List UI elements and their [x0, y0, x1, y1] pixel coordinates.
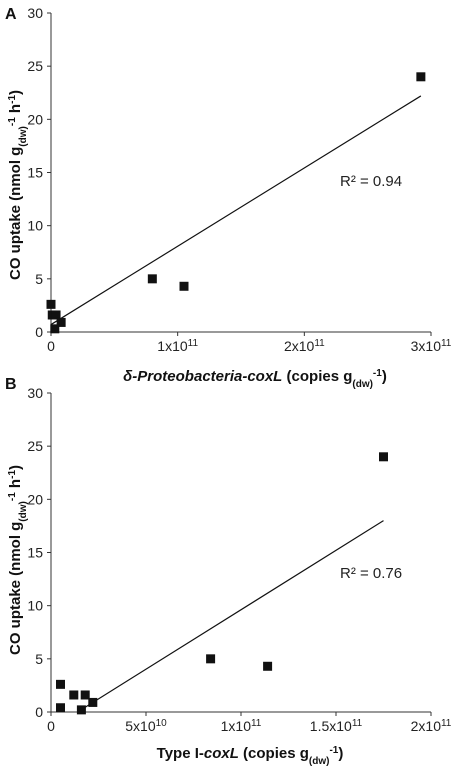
y-tick-label-b: 0: [35, 704, 43, 720]
data-point-b: [263, 661, 273, 671]
data-point-b: [206, 654, 216, 664]
r-squared-label-b: R² = 0.76: [340, 565, 402, 582]
data-point-b: [80, 690, 90, 700]
y-tick-label-b: 5: [35, 651, 43, 667]
trendline-b: [77, 520, 384, 713]
panel-letter-b: B: [5, 376, 17, 393]
data-point-a: [51, 310, 61, 320]
y-tick-label-a: 15: [27, 165, 43, 181]
y-tick-label-a: 30: [27, 5, 43, 21]
x-tick-label-b: 0: [47, 718, 55, 734]
data-point-b: [88, 697, 98, 707]
data-point-b: [69, 690, 79, 700]
data-point-a: [56, 317, 66, 327]
y-tick-label-b: 30: [27, 385, 43, 401]
y-tick-label-a: 0: [35, 324, 43, 340]
y-tick-label-b: 10: [27, 598, 43, 614]
data-point-a: [50, 324, 60, 334]
y-tick-label-a: 10: [27, 218, 43, 234]
x-tick-label-a: 2x1011: [284, 338, 325, 355]
data-point-a: [147, 274, 157, 284]
x-tick-label-a: 3x1011: [411, 338, 452, 355]
data-point-b: [76, 705, 86, 715]
y-tick-label-b: 15: [27, 545, 43, 561]
trendline-a: [50, 95, 422, 326]
y-axis-title-a: CO uptake (nmol g(dw)-1 h-1): [7, 90, 29, 280]
x-axis-title-b: Type I-coxL (copies g(dw)-1): [157, 745, 344, 767]
data-point-b: [379, 452, 388, 462]
panel-a: A CO uptake (nmol g(dw)-1 h-1) δ-Proteob…: [5, 5, 452, 390]
data-point-a: [179, 281, 189, 291]
data-point-a: [416, 72, 426, 82]
data-point-a: [46, 299, 56, 309]
y-tick-label-b: 25: [27, 438, 43, 454]
x-tick-label-b: 1.5x1011: [310, 718, 363, 735]
y-tick-label-b: 20: [27, 491, 43, 507]
x-tick-label-b: 1x1011: [221, 718, 262, 735]
x-tick-label-b: 5x1010: [125, 718, 167, 735]
panel-b: B CO uptake (nmol g(dw)-1 h-1) Type I-co…: [5, 376, 452, 767]
r-squared-label-a: R² = 0.94: [340, 173, 402, 190]
y-tick-label-a: 25: [27, 58, 43, 74]
data-point-b: [56, 679, 65, 689]
x-tick-label-a: 0: [47, 338, 55, 354]
y-axis-title-b: CO uptake (nmol g(dw)-1 h-1): [7, 465, 29, 655]
x-axis-title-a: δ-Proteobacteria-coxL (copies g(dw)-1): [123, 368, 387, 390]
y-tick-label-a: 20: [27, 111, 43, 127]
panel-letter-a: A: [5, 6, 17, 23]
y-tick-label-a: 5: [35, 271, 43, 287]
x-tick-label-a: 1x1011: [157, 338, 198, 355]
x-tick-label-b: 2x1011: [411, 718, 452, 735]
data-point-b: [56, 703, 65, 713]
